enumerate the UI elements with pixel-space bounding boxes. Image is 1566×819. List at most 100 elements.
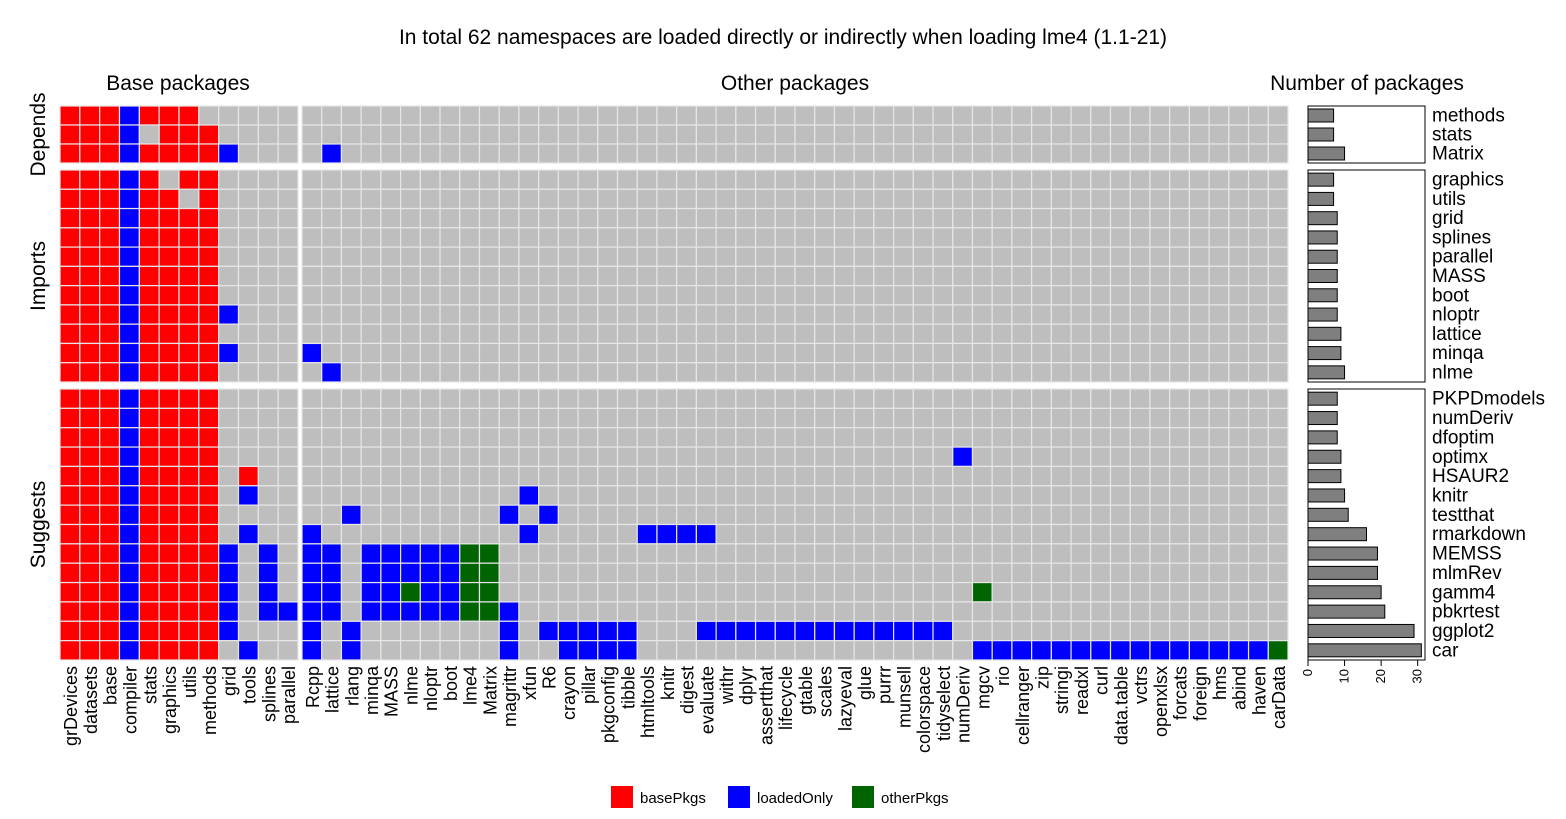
other-tile bbox=[1228, 407, 1250, 429]
base-tile bbox=[138, 427, 160, 448]
base-tile bbox=[138, 543, 160, 564]
other-tile bbox=[1031, 581, 1052, 603]
other-tile bbox=[518, 446, 540, 468]
other-tile bbox=[1228, 640, 1250, 661]
base-tile bbox=[178, 227, 200, 248]
other-tile bbox=[459, 465, 481, 487]
row-label: car bbox=[1432, 640, 1459, 661]
other-tile bbox=[1169, 465, 1191, 487]
other-tile bbox=[774, 407, 796, 429]
other-tile bbox=[912, 427, 934, 448]
base-tile bbox=[79, 562, 101, 584]
other-tile bbox=[676, 362, 697, 383]
other-tile bbox=[932, 323, 954, 345]
other-tile bbox=[1070, 640, 1092, 661]
other-tile bbox=[1247, 246, 1269, 267]
other-tile bbox=[538, 543, 559, 564]
other-tile bbox=[557, 504, 579, 526]
other-tile bbox=[636, 143, 658, 164]
other-tile bbox=[321, 124, 343, 145]
column-label: rio bbox=[993, 666, 1013, 686]
other-tile bbox=[439, 143, 461, 164]
other-tile bbox=[577, 342, 599, 364]
other-tile bbox=[498, 207, 520, 229]
other-tile bbox=[577, 446, 599, 468]
other-tile bbox=[1011, 143, 1033, 164]
other-tile bbox=[794, 446, 816, 468]
base-tile bbox=[277, 105, 299, 126]
other-tile bbox=[892, 342, 914, 364]
other-tile bbox=[616, 342, 638, 364]
other-tile bbox=[301, 207, 323, 229]
other-tile bbox=[636, 169, 658, 190]
other-tile bbox=[1070, 504, 1092, 526]
other-tile bbox=[676, 620, 697, 642]
other-tile bbox=[1090, 485, 1112, 506]
other-tile bbox=[695, 581, 717, 603]
count-bar bbox=[1307, 191, 1335, 206]
other-tile bbox=[340, 265, 362, 287]
other-tile bbox=[597, 143, 619, 164]
count-bar bbox=[1307, 365, 1346, 380]
base-tile bbox=[178, 388, 200, 409]
other-tile bbox=[439, 105, 461, 126]
other-tile bbox=[1109, 601, 1131, 622]
other-tile bbox=[301, 227, 323, 248]
other-tile bbox=[1129, 465, 1151, 487]
other-tile bbox=[735, 246, 757, 267]
other-tile bbox=[1169, 581, 1191, 603]
column-label: purrr bbox=[875, 666, 895, 704]
other-tile bbox=[735, 265, 757, 287]
other-tile bbox=[478, 427, 500, 448]
row-label: testthat bbox=[1432, 505, 1495, 526]
other-tile bbox=[794, 265, 816, 287]
other-tile bbox=[400, 485, 421, 506]
other-tile bbox=[380, 581, 402, 603]
other-tile bbox=[597, 323, 619, 345]
other-tile bbox=[971, 601, 993, 622]
other-tile bbox=[360, 620, 382, 642]
other-tile bbox=[715, 427, 737, 448]
other-tile bbox=[616, 143, 638, 164]
other-tile bbox=[1149, 446, 1171, 468]
other-tile bbox=[1169, 601, 1191, 622]
other-tile bbox=[340, 543, 362, 564]
other-tile bbox=[301, 246, 323, 267]
other-tile bbox=[1129, 188, 1151, 210]
other-tile bbox=[636, 543, 658, 564]
other-tile bbox=[1109, 543, 1131, 564]
other-tile bbox=[715, 465, 737, 487]
other-tile bbox=[1070, 523, 1092, 545]
base-tile bbox=[158, 446, 180, 468]
base-tile bbox=[178, 188, 200, 210]
other-tile bbox=[419, 207, 441, 229]
other-tile bbox=[952, 601, 974, 622]
other-tile bbox=[1090, 562, 1112, 584]
base-tile bbox=[79, 265, 101, 287]
base-tile bbox=[198, 323, 220, 345]
base-tile bbox=[198, 342, 220, 364]
other-tile bbox=[873, 485, 895, 506]
other-tile bbox=[794, 124, 816, 145]
other-tile bbox=[1011, 207, 1033, 229]
base-tile bbox=[178, 504, 200, 526]
other-tile bbox=[340, 285, 362, 306]
base-tile bbox=[138, 143, 160, 164]
base-tile bbox=[99, 207, 121, 229]
other-tile bbox=[794, 304, 816, 325]
other-tile bbox=[991, 207, 1013, 229]
base-tile bbox=[277, 465, 299, 487]
base-tile bbox=[118, 304, 140, 325]
other-tile bbox=[794, 285, 816, 306]
other-tile bbox=[439, 304, 461, 325]
base-tile bbox=[277, 562, 299, 584]
other-tile bbox=[656, 465, 678, 487]
other-tile bbox=[538, 342, 559, 364]
count-axis-label: 30 bbox=[1410, 669, 1425, 683]
other-tile bbox=[557, 362, 579, 383]
other-tile bbox=[636, 523, 658, 545]
other-tile bbox=[340, 485, 362, 506]
other-tile bbox=[636, 640, 658, 661]
other-tile bbox=[1011, 543, 1033, 564]
other-tile bbox=[498, 407, 520, 429]
